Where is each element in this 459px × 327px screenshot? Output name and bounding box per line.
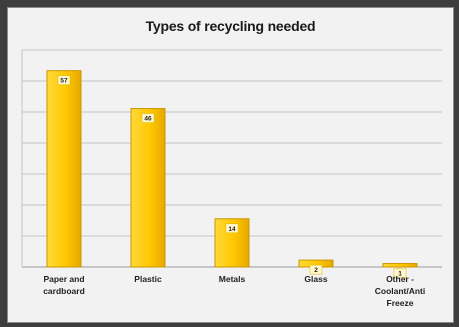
data-label-box xyxy=(225,223,239,234)
bars-group: 57 46 14 2 1 xyxy=(46,70,418,278)
data-label: 57 xyxy=(60,78,68,85)
data-label: 1 xyxy=(398,271,402,278)
data-label: 46 xyxy=(144,116,152,123)
data-label: 14 xyxy=(228,226,236,233)
bar xyxy=(130,108,166,268)
x-tick-label: Glass xyxy=(304,274,327,284)
x-tick-label: Other -Coolant/Anti Freeze xyxy=(375,274,426,308)
data-label-box xyxy=(57,75,71,85)
x-tick-label: Metals xyxy=(219,274,246,284)
data-label-box xyxy=(141,113,155,123)
data-label-box xyxy=(393,268,407,278)
x-tick-labels: Paper and cardboard Plastic Metals Glass Othe… xyxy=(43,274,425,308)
chart-frame: Types of recycling needed 57 46 14 2 1 Paper… xyxy=(7,7,454,323)
x-tick-label: Plastic xyxy=(134,274,162,284)
chart-title: Types of recycling needed xyxy=(145,18,316,34)
bar xyxy=(46,70,82,268)
bar-chart: 57 46 14 2 1 Paper and cardboard Plastic Metals… xyxy=(21,49,442,308)
data-label-box xyxy=(309,264,323,275)
data-label: 2 xyxy=(314,267,318,274)
bar xyxy=(382,263,418,268)
x-tick-label: Paper and cardboard xyxy=(43,274,85,296)
